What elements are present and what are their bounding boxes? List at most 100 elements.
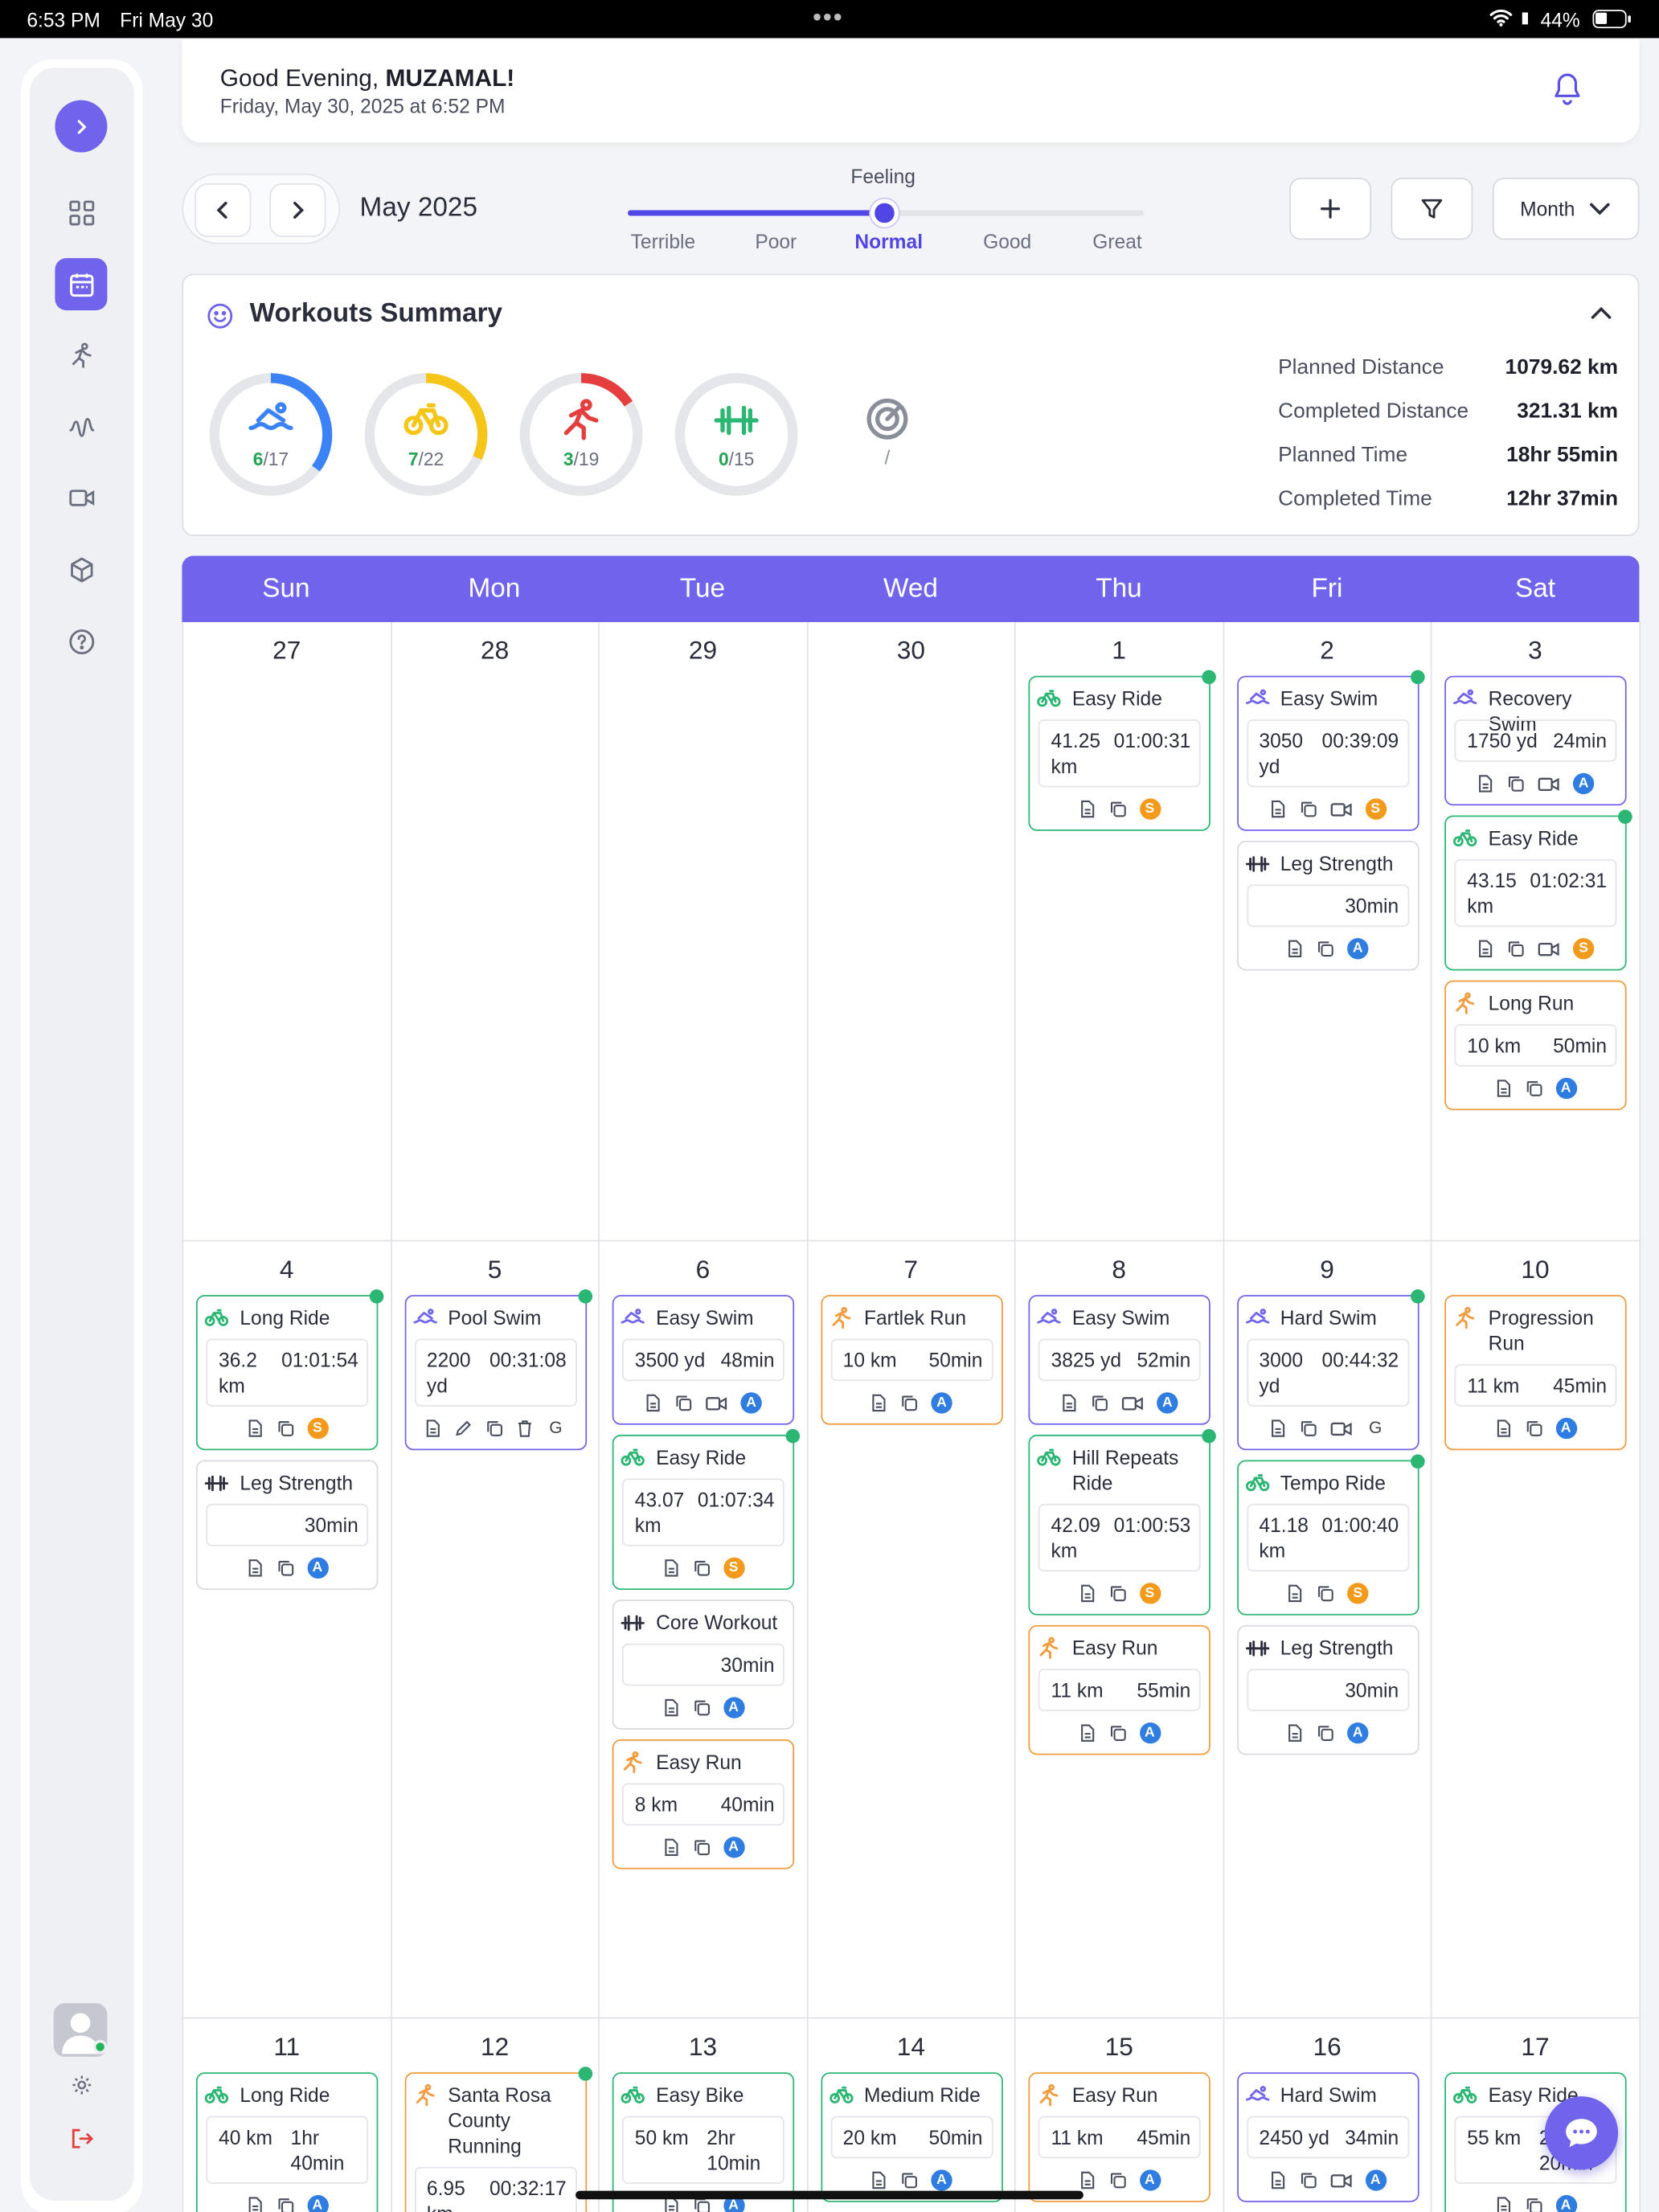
workout-card[interactable]: Hill Repeats Ride 42.09 km 01:00:53 S xyxy=(1028,1428,1216,1616)
copy-icon[interactable] xyxy=(276,1559,294,1577)
copy-icon[interactable] xyxy=(1317,1724,1335,1743)
copy-icon[interactable] xyxy=(1299,2171,1317,2189)
copy-icon[interactable] xyxy=(1299,1419,1317,1438)
add-workout-button[interactable] xyxy=(1289,178,1371,240)
copy-icon[interactable] xyxy=(1299,800,1317,818)
copy-icon[interactable] xyxy=(276,1419,294,1438)
video-icon[interactable] xyxy=(1538,940,1560,957)
copy-icon[interactable] xyxy=(276,2197,294,2212)
workout-card[interactable]: Recovery Swim 1750 yd 24min A xyxy=(1444,675,1627,806)
day-cell[interactable]: 14 Medium Ride 20 km 50min A xyxy=(808,2018,1016,2212)
document-icon[interactable] xyxy=(1477,775,1494,793)
document-icon[interactable] xyxy=(1477,940,1494,958)
day-cell[interactable]: 15 Easy Run 11 km 45min A xyxy=(1016,2018,1224,2212)
notifications-button[interactable] xyxy=(1550,71,1584,114)
sidebar-item-dashboard[interactable] xyxy=(60,192,103,235)
copy-icon[interactable] xyxy=(1524,1079,1542,1098)
copy-icon[interactable] xyxy=(1108,800,1127,818)
document-icon[interactable] xyxy=(1287,1724,1304,1743)
copy-icon[interactable] xyxy=(692,1838,711,1857)
sidebar-item-videos[interactable] xyxy=(60,477,103,519)
document-icon[interactable] xyxy=(1079,2171,1096,2189)
feeling-slider[interactable] xyxy=(628,199,1145,227)
copy-icon[interactable] xyxy=(1317,940,1335,958)
workout-card[interactable]: Progression Run 11 km 45min A xyxy=(1444,1295,1627,1451)
day-cell[interactable]: 9 Hard Swim 3000 yd 00:44:32 G Tempo Ride 41.1… xyxy=(1223,1241,1432,2019)
feeling-option-poor[interactable]: Poor xyxy=(755,230,797,253)
workout-card[interactable]: Leg Strength 30min A xyxy=(1236,1624,1419,1755)
sidebar-item-library[interactable] xyxy=(60,549,103,592)
workout-card[interactable]: Fartlek Run 10 km 50min A xyxy=(820,1295,1002,1425)
day-cell[interactable]: 8 Easy Swim 3825 yd 52min A Hill Repeats Ride… xyxy=(1015,1241,1224,2019)
day-cell[interactable]: 2 Easy Swim 3050 yd 00:39:09 S Leg Strength 30… xyxy=(1223,621,1432,1242)
copy-icon[interactable] xyxy=(1108,1584,1127,1603)
document-icon[interactable] xyxy=(424,1419,440,1438)
document-icon[interactable] xyxy=(870,2171,887,2189)
workout-card[interactable]: Easy Run 8 km 40min A xyxy=(612,1739,795,1870)
day-cell[interactable]: 30 xyxy=(807,621,1016,1242)
document-icon[interactable] xyxy=(246,2197,263,2212)
document-icon[interactable] xyxy=(246,1559,263,1577)
day-cell[interactable]: 16 Hard Swim 2450 yd 34min A xyxy=(1224,2018,1432,2212)
workout-card[interactable]: Hard Swim 3000 yd 00:44:32 G xyxy=(1236,1289,1424,1451)
workout-card[interactable]: Easy Run 11 km 55min A xyxy=(1028,1624,1210,1755)
edit-icon[interactable] xyxy=(453,1419,472,1438)
copy-icon[interactable] xyxy=(1317,1584,1335,1603)
document-icon[interactable] xyxy=(870,1394,887,1412)
workout-card[interactable]: Long Run 10 km 50min A xyxy=(1444,980,1627,1111)
document-icon[interactable] xyxy=(662,1698,679,1717)
workout-card[interactable]: Medium Ride 20 km 50min A xyxy=(820,2072,1002,2202)
day-cell[interactable]: 4 Long Ride 36.2 km 01:01:54 S Leg Strength 30… xyxy=(183,1241,392,2019)
copy-icon[interactable] xyxy=(485,1419,503,1438)
settings-button[interactable] xyxy=(60,2064,103,2107)
copy-icon[interactable] xyxy=(1506,775,1525,793)
day-cell[interactable]: 12 Santa Rosa County Running 6.95 km 00:32:… xyxy=(391,2018,600,2212)
next-month-button[interactable] xyxy=(269,183,326,237)
video-icon[interactable] xyxy=(1329,801,1352,817)
video-icon[interactable] xyxy=(1329,2172,1352,2189)
day-cell[interactable]: 11 Long Ride 40 km 1hr 40min A xyxy=(183,2018,392,2212)
day-cell[interactable]: 7 Fartlek Run 10 km 50min A xyxy=(807,1241,1016,2019)
workout-card[interactable]: Easy Ride 43.15 km 01:02:31 S xyxy=(1444,809,1632,971)
copy-icon[interactable] xyxy=(900,2171,919,2189)
day-cell[interactable]: 5 Pool Swim 2200 yd 00:31:08 G xyxy=(391,1241,600,2019)
feeling-option-terrible[interactable]: Terrible xyxy=(630,230,696,253)
workout-card[interactable]: Santa Rosa County Running 6.95 km 00:32:17 xyxy=(403,2067,592,2212)
video-icon[interactable] xyxy=(706,1395,728,1411)
document-icon[interactable] xyxy=(1287,1584,1304,1603)
day-cell[interactable]: 13 Easy Bike 50 km 2hr 10min A xyxy=(600,2018,808,2212)
previous-month-button[interactable] xyxy=(195,183,252,237)
workout-card[interactable]: Easy Swim 3825 yd 52min A xyxy=(1028,1295,1210,1425)
copy-icon[interactable] xyxy=(674,1394,693,1412)
workout-card[interactable]: Easy Ride 43.07 km 01:07:34 S xyxy=(612,1428,801,1590)
copy-icon[interactable] xyxy=(1524,1419,1542,1438)
collapse-summary-button[interactable] xyxy=(1590,303,1612,329)
sidebar-item-activities[interactable] xyxy=(60,334,103,377)
sidebar-expand-button[interactable] xyxy=(55,100,108,153)
workout-card[interactable]: Long Ride 40 km 1hr 40min A xyxy=(195,2072,379,2212)
copy-icon[interactable] xyxy=(900,1394,919,1412)
day-cell[interactable]: 10 Progression Run 11 km 45min A xyxy=(1432,1241,1641,2019)
filter-button[interactable] xyxy=(1391,178,1473,240)
copy-icon[interactable] xyxy=(1108,2171,1127,2189)
copy-icon[interactable] xyxy=(1524,2197,1542,2212)
document-icon[interactable] xyxy=(1079,1584,1096,1603)
workout-card[interactable]: Easy Swim 3500 yd 48min A xyxy=(612,1295,795,1425)
feeling-option-great[interactable]: Great xyxy=(1092,230,1142,253)
document-icon[interactable] xyxy=(645,1394,662,1412)
copy-icon[interactable] xyxy=(1108,1724,1127,1743)
workout-card[interactable]: Long Ride 36.2 km 01:01:54 S xyxy=(195,1289,384,1451)
document-icon[interactable] xyxy=(1495,1419,1512,1438)
avatar[interactable] xyxy=(53,2003,108,2057)
copy-icon[interactable] xyxy=(1091,1394,1109,1412)
copy-icon[interactable] xyxy=(1506,940,1525,958)
document-icon[interactable] xyxy=(662,1559,679,1577)
copy-icon[interactable] xyxy=(692,1698,711,1717)
document-icon[interactable] xyxy=(1495,1079,1512,1098)
workout-card[interactable]: Easy Ride 41.25 km 01:00:31 S xyxy=(1028,670,1216,831)
document-icon[interactable] xyxy=(1287,940,1304,958)
day-cell[interactable]: 28 xyxy=(391,621,600,1242)
workout-card[interactable]: Pool Swim 2200 yd 00:31:08 G xyxy=(403,1289,592,1451)
video-icon[interactable] xyxy=(1538,775,1560,792)
view-mode-select[interactable]: Month xyxy=(1492,178,1640,240)
